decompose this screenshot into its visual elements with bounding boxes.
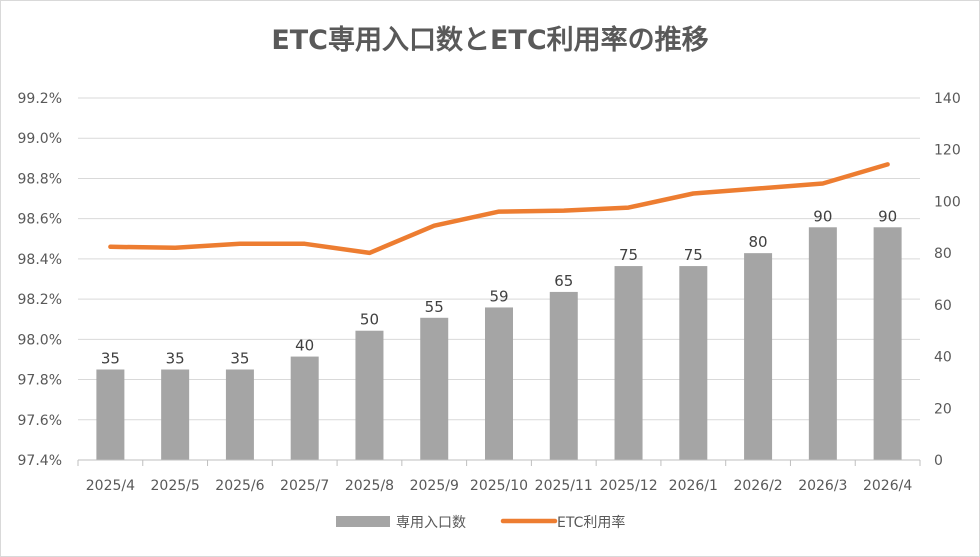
bar	[744, 253, 773, 460]
y-right-tick-label: 120	[934, 143, 961, 159]
y-left-tick-label: 98.4%	[18, 252, 62, 268]
x-tick-label: 2025/10	[470, 478, 528, 494]
bar	[290, 356, 319, 460]
data-label: 50	[360, 311, 379, 329]
x-tick-label: 2025/6	[215, 478, 264, 494]
data-label: 35	[230, 350, 249, 368]
y-right-tick-label: 0	[934, 453, 943, 469]
bar	[225, 369, 254, 460]
y-left-tick-label: 98.8%	[18, 171, 62, 187]
x-tick-label: 2025/4	[86, 478, 135, 494]
legend-swatch-bars	[336, 516, 390, 527]
x-tick-label: 2025/12	[599, 478, 657, 494]
data-label: 75	[684, 246, 703, 264]
y-left-tick-label: 99.2%	[18, 91, 62, 107]
line-series-etc-rate	[108, 162, 890, 256]
bar	[679, 266, 708, 460]
y-right-tick-label: 140	[934, 91, 961, 107]
y-left-tick-label: 98.6%	[18, 212, 62, 228]
x-tick-label: 2025/9	[410, 478, 459, 494]
bar	[161, 369, 190, 460]
x-tick-label: 2025/11	[535, 478, 593, 494]
y-right-tick-label: 40	[934, 350, 952, 366]
data-label: 80	[749, 233, 768, 251]
legend-label-bars: 専用入口数	[396, 515, 466, 531]
x-tick-label: 2026/3	[798, 478, 847, 494]
bar	[614, 266, 643, 460]
data-label: 55	[425, 298, 444, 316]
x-tick-label: 2025/7	[280, 478, 329, 494]
chart-title: ETC専用入口数とETC利用率の推移	[271, 25, 709, 56]
data-label: 90	[878, 207, 897, 225]
bar	[808, 227, 837, 460]
x-tick-label: 2025/8	[345, 478, 394, 494]
bar	[355, 330, 384, 460]
y-left-tick-label: 97.4%	[18, 453, 62, 469]
y-left-tick-label: 97.8%	[18, 373, 62, 389]
bar	[485, 307, 513, 460]
y-right-tick-label: 60	[934, 298, 952, 314]
y-left-tick-label: 97.6%	[18, 413, 62, 429]
y-right-tick-label: 100	[934, 194, 961, 210]
legend-label-line: ETC利用率	[557, 514, 625, 531]
bar	[873, 227, 902, 460]
data-label: 35	[166, 350, 185, 368]
data-label: 90	[813, 207, 832, 225]
data-label: 40	[295, 337, 314, 355]
data-label: 35	[101, 350, 120, 368]
y-right-tick-label: 80	[934, 246, 952, 262]
y-left-tick-label: 99.0%	[18, 131, 62, 147]
data-label: 75	[619, 246, 638, 264]
data-label: 59	[489, 287, 508, 305]
x-tick-label: 2026/1	[669, 478, 718, 494]
bar	[96, 369, 125, 460]
x-tick-label: 2026/4	[863, 478, 912, 494]
x-tick-label: 2025/5	[151, 478, 200, 494]
y-left-tick-label: 98.2%	[18, 292, 62, 308]
bar	[420, 317, 449, 460]
bar	[549, 291, 578, 460]
y-left-tick-label: 98.0%	[18, 332, 62, 348]
y-right-tick-label: 20	[934, 401, 952, 417]
data-label: 65	[554, 272, 573, 290]
x-tick-label: 2026/2	[733, 478, 782, 494]
